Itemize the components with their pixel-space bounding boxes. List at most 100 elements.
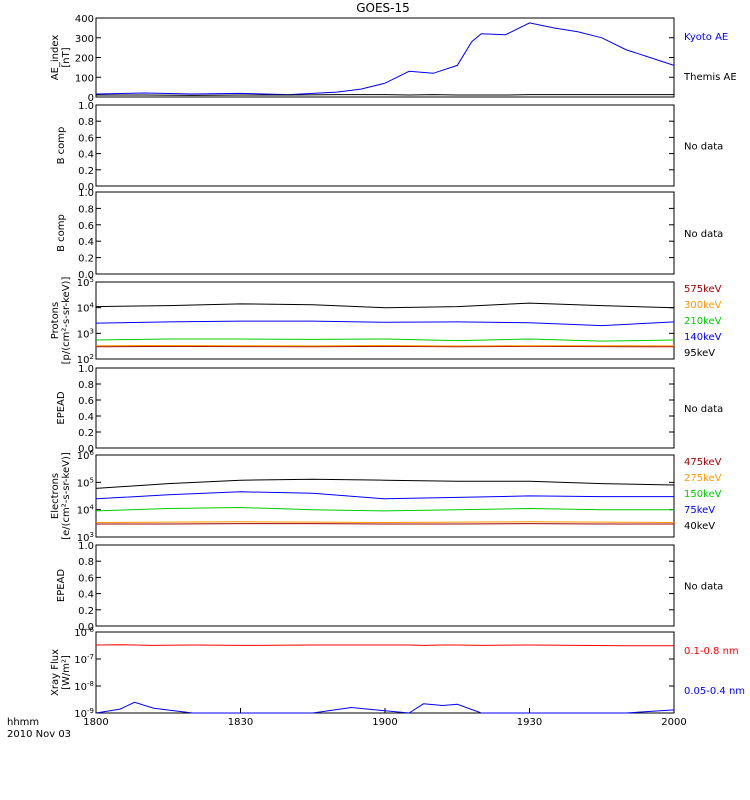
y-axis-label: AE_index[nT] bbox=[50, 35, 72, 81]
legend-entry: 0.05-0.4 nm bbox=[684, 686, 745, 697]
legend-entry: Kyoto AE bbox=[684, 32, 728, 43]
series-line-210keV bbox=[95, 338, 675, 342]
y-tick-label: 1.0 bbox=[78, 541, 94, 552]
x-tick-label: 1930 bbox=[517, 717, 542, 728]
series-line-Themis AE bbox=[96, 94, 674, 96]
y-tick-label: 0.4 bbox=[78, 150, 94, 161]
panel-bcomp2: 0.0 0.2 0.4 0.6 0.8 1.0 B comp No data bbox=[56, 188, 723, 281]
series-line-0.1-0.8 nm bbox=[95, 644, 674, 647]
y-tick-label: 10-7 bbox=[74, 653, 94, 666]
series-line-95keV bbox=[95, 302, 675, 309]
y-tick-label: 0.0 bbox=[78, 444, 94, 455]
y-tick-label: 103 bbox=[77, 531, 94, 544]
legend-entry: 475keV bbox=[684, 457, 722, 468]
series-line-150keV bbox=[95, 506, 674, 512]
y-tick-label: 0.8 bbox=[78, 380, 94, 391]
y-axis-label: EPEAD bbox=[56, 391, 67, 425]
footer-date-label: 2010 Nov 03 bbox=[7, 729, 71, 740]
panel-frame bbox=[95, 631, 675, 714]
panel-bcomp1: 0.0 0.2 0.4 0.6 0.8 1.0 B comp No data bbox=[56, 101, 723, 193]
y-tick-label: 0.8 bbox=[78, 204, 94, 215]
y-tick-label: 0.8 bbox=[78, 117, 94, 128]
y-tick-label: 102 bbox=[77, 353, 94, 366]
no-data-label: No data bbox=[684, 142, 723, 153]
y-tick-label: 10-9 bbox=[74, 707, 94, 720]
series-line-Kyoto AE bbox=[95, 22, 675, 96]
legend-entry: 40keV bbox=[684, 521, 715, 532]
y-tick-label: 105 bbox=[77, 276, 94, 289]
y-tick-label: 200 bbox=[75, 54, 94, 65]
legend-entry: 575keV bbox=[684, 284, 722, 295]
y-tick-label: 0.0 bbox=[78, 622, 94, 633]
y-tick-label: 105 bbox=[77, 476, 94, 489]
legend-entry: 140keV bbox=[684, 332, 722, 343]
footer-time-label: hhmm bbox=[7, 717, 39, 728]
y-tick-label: 0.0 bbox=[78, 182, 94, 193]
no-data-label: No data bbox=[684, 229, 723, 240]
y-tick-label: 1.0 bbox=[78, 101, 94, 112]
series-line-0.05-0.4 nm bbox=[95, 701, 675, 714]
x-axis: 1800 1830 1900 1930 2000 bbox=[83, 708, 687, 728]
panel-frame bbox=[95, 104, 675, 187]
y-tick-label: 0.8 bbox=[78, 557, 94, 568]
x-tick-label: 1830 bbox=[228, 717, 253, 728]
legend-entry: 300keV bbox=[684, 300, 722, 311]
y-axis-label: Protons[p/(cm²-s-sr-keV)] bbox=[50, 277, 72, 365]
legend-entry: 0.1-0.8 nm bbox=[684, 646, 739, 657]
series-line-75keV bbox=[95, 491, 674, 500]
y-tick-label: 106 bbox=[77, 449, 95, 462]
panel-epead2: 0.0 0.2 0.4 0.6 0.8 1.0 EPEAD No data bbox=[56, 541, 723, 633]
panel-frame bbox=[95, 544, 675, 627]
series-line-40keV bbox=[95, 478, 675, 489]
series-line-140keV bbox=[95, 320, 675, 327]
y-tick-label: 300 bbox=[75, 34, 94, 45]
y-tick-label: 103 bbox=[77, 327, 94, 340]
legend-entry: Themis AE bbox=[683, 72, 737, 83]
y-tick-label: 0.2 bbox=[78, 166, 94, 177]
plot-title: GOES-15 bbox=[356, 1, 410, 15]
y-tick-label: 0.2 bbox=[78, 428, 94, 439]
y-tick-label: 0.4 bbox=[78, 412, 94, 423]
y-tick-label: 10-6 bbox=[74, 626, 94, 639]
y-tick-label: 0.6 bbox=[78, 396, 94, 407]
no-data-label: No data bbox=[684, 582, 723, 593]
y-tick-label: 0.2 bbox=[78, 254, 94, 265]
legend-entry: 150keV bbox=[684, 489, 722, 500]
y-axis-label: B comp bbox=[56, 127, 67, 165]
y-axis-label: B comp bbox=[56, 214, 67, 252]
x-tick-label: 2000 bbox=[661, 717, 686, 728]
panel-frame bbox=[95, 281, 675, 360]
panel-protons: 102 103 104 105 Protons[p/(cm²-s-sr-keV)] 575… bbox=[50, 276, 722, 366]
y-tick-label: 10-8 bbox=[74, 680, 94, 693]
y-tick-label: 0.4 bbox=[78, 237, 94, 248]
y-tick-label: 1.0 bbox=[78, 364, 94, 375]
panel-electrons: 103 104 105 106 Electrons[e/(cm²-s-sr-keV)] 4… bbox=[50, 449, 722, 544]
y-axis-label: Electrons[e/(cm²-s-sr-keV)] bbox=[50, 452, 72, 540]
x-tick-label: 1800 bbox=[83, 717, 108, 728]
x-tick-label: 1900 bbox=[372, 717, 397, 728]
y-axis-label: Xray Flux[W/m²] bbox=[50, 649, 72, 696]
y-tick-label: 0.4 bbox=[78, 590, 94, 601]
y-tick-label: 100 bbox=[75, 73, 94, 84]
panel-frame bbox=[95, 17, 675, 98]
y-tick-label: 0 bbox=[88, 93, 94, 104]
y-tick-label: 0.0 bbox=[78, 270, 94, 281]
legend-entry: 275keV bbox=[684, 473, 722, 484]
panel-epead1: 0.0 0.2 0.4 0.6 0.8 1.0 EPEAD No data bbox=[56, 364, 723, 455]
y-tick-label: 104 bbox=[77, 302, 95, 315]
panel-frame bbox=[95, 367, 675, 449]
no-data-label: No data bbox=[684, 404, 723, 415]
y-tick-label: 0.2 bbox=[78, 606, 94, 617]
y-tick-label: 0.6 bbox=[78, 221, 94, 232]
panel-frame bbox=[95, 191, 675, 275]
y-tick-label: 1.0 bbox=[78, 188, 94, 199]
series-line-275keV bbox=[95, 521, 675, 524]
y-tick-label: 400 bbox=[75, 14, 94, 25]
y-tick-label: 0.6 bbox=[78, 133, 94, 144]
y-tick-label: 104 bbox=[77, 504, 95, 517]
legend-entry: 75keV bbox=[684, 505, 715, 516]
